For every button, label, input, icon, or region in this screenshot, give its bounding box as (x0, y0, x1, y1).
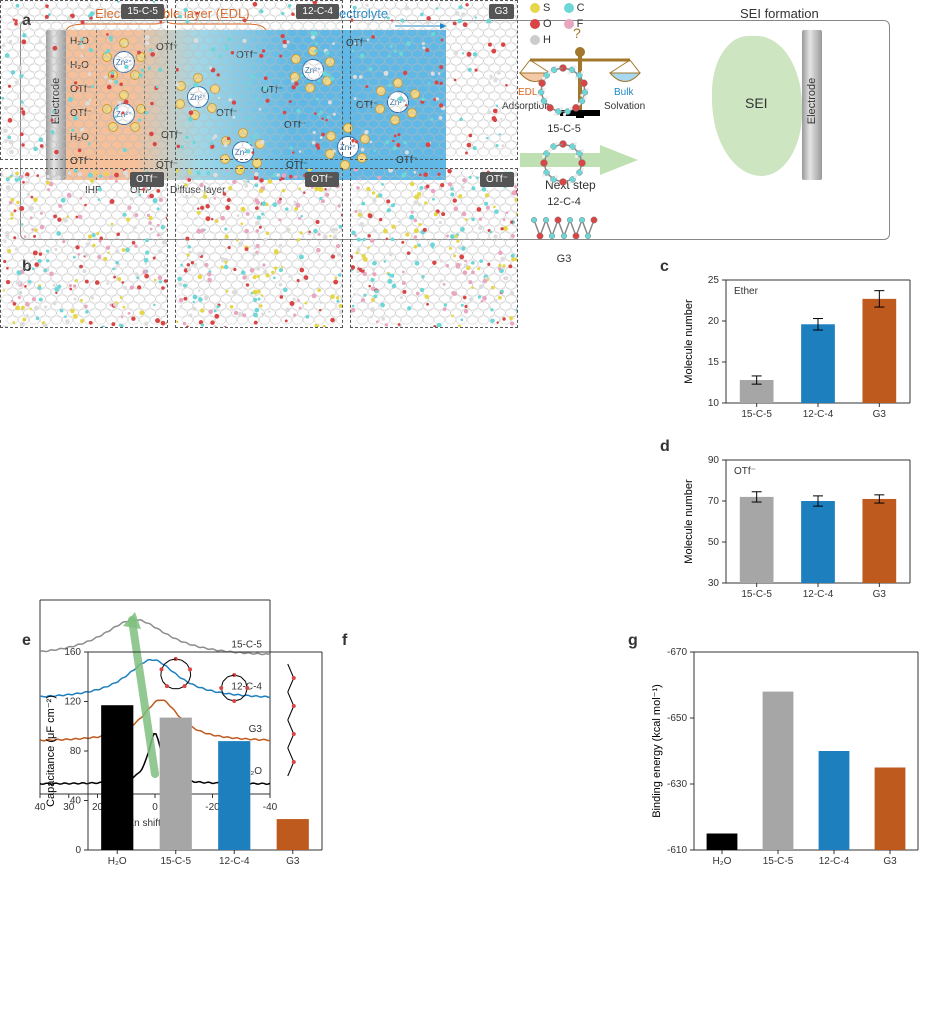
panel-e-chart: 0 40 80 120 160 Capacitance (μF cm⁻²) H₂O 15-C-… (40, 640, 330, 880)
panel-c-label: c (660, 258, 669, 276)
panel-d-chart: 30 50 70 90 Molecule number 15-C-5 12-C-4 G3 OTf… (678, 448, 918, 613)
svg-text:G3: G3 (873, 409, 887, 420)
svg-text:Capacitance (μF cm⁻²): Capacitance (μF cm⁻²) (45, 695, 57, 807)
mol-15c5-icon (528, 60, 598, 120)
svg-text:-650: -650 (667, 713, 687, 724)
svg-text:50: 50 (708, 537, 720, 548)
svg-text:Molecule number: Molecule number (683, 479, 695, 564)
electrode-right: Electrode (802, 30, 822, 180)
svg-text:Molecule number: Molecule number (683, 299, 695, 384)
svg-text:H₂O: H₂O (108, 856, 127, 867)
mol-g3-icon (528, 208, 598, 250)
svg-text:40: 40 (70, 796, 82, 807)
svg-text:15-C-5: 15-C-5 (741, 589, 772, 600)
sei-formation-label: SEI formation (740, 6, 819, 21)
svg-text:30: 30 (708, 578, 720, 589)
svg-text:G3: G3 (883, 856, 897, 867)
panel-d-label: d (660, 438, 670, 456)
svg-text:15-C-5: 15-C-5 (763, 856, 794, 867)
svg-text:15: 15 (708, 357, 720, 368)
panel-e-label: e (22, 632, 31, 650)
svg-text:70: 70 (708, 496, 720, 507)
svg-text:10: 10 (708, 398, 720, 409)
svg-text:12-C-4: 12-C-4 (819, 856, 850, 867)
svg-text:90: 90 (708, 455, 720, 466)
svg-text:25: 25 (708, 275, 720, 286)
svg-text:G3: G3 (286, 856, 300, 867)
svg-text:15-C-5: 15-C-5 (741, 409, 772, 420)
svg-text:-630: -630 (667, 779, 687, 790)
svg-text:Binding energy (kcal mol⁻¹): Binding energy (kcal mol⁻¹) (651, 684, 663, 818)
sei-label: SEI (745, 95, 768, 111)
svg-text:80: 80 (70, 746, 82, 757)
svg-text:20: 20 (708, 316, 720, 327)
svg-text:G3: G3 (873, 589, 887, 600)
figure-root: a Electric double layer (EDL) Bulk elect… (0, 0, 948, 1022)
svg-text:12-C-4: 12-C-4 (803, 589, 834, 600)
molecule-legend: 15-C-5 12-C-4 G3 (528, 60, 600, 265)
svg-text:120: 120 (64, 697, 81, 708)
panel-b: 15-C-512-C-4G3OTf⁻OTf⁻OTf⁻ SCOFH 15-C-5 … (20, 240, 580, 590)
svg-text:12-C-4: 12-C-4 (219, 856, 250, 867)
svg-text:160: 160 (64, 647, 81, 658)
svg-text:15-C-5: 15-C-5 (160, 856, 191, 867)
mol-12c4-icon (528, 135, 598, 193)
svg-text:Ether: Ether (734, 286, 759, 297)
svg-text:OTf⁻: OTf⁻ (734, 466, 756, 477)
svg-text:0: 0 (75, 845, 81, 856)
svg-text:12-C-4: 12-C-4 (803, 409, 834, 420)
svg-text:-610: -610 (667, 845, 687, 856)
panel-f-label: f (342, 632, 347, 650)
panel-g-label: g (628, 632, 638, 650)
svg-text:H₂O: H₂O (713, 856, 732, 867)
panel-g-chart: -610 -630 -650 -670 Binding energy (kcal mol… (646, 640, 926, 880)
atom-legend: SCOFH (530, 2, 585, 46)
panel-c-chart: 10 15 20 25 Molecule number 15-C-5 12-C-4 G3 Eth… (678, 268, 918, 433)
svg-text:-670: -670 (667, 647, 687, 658)
